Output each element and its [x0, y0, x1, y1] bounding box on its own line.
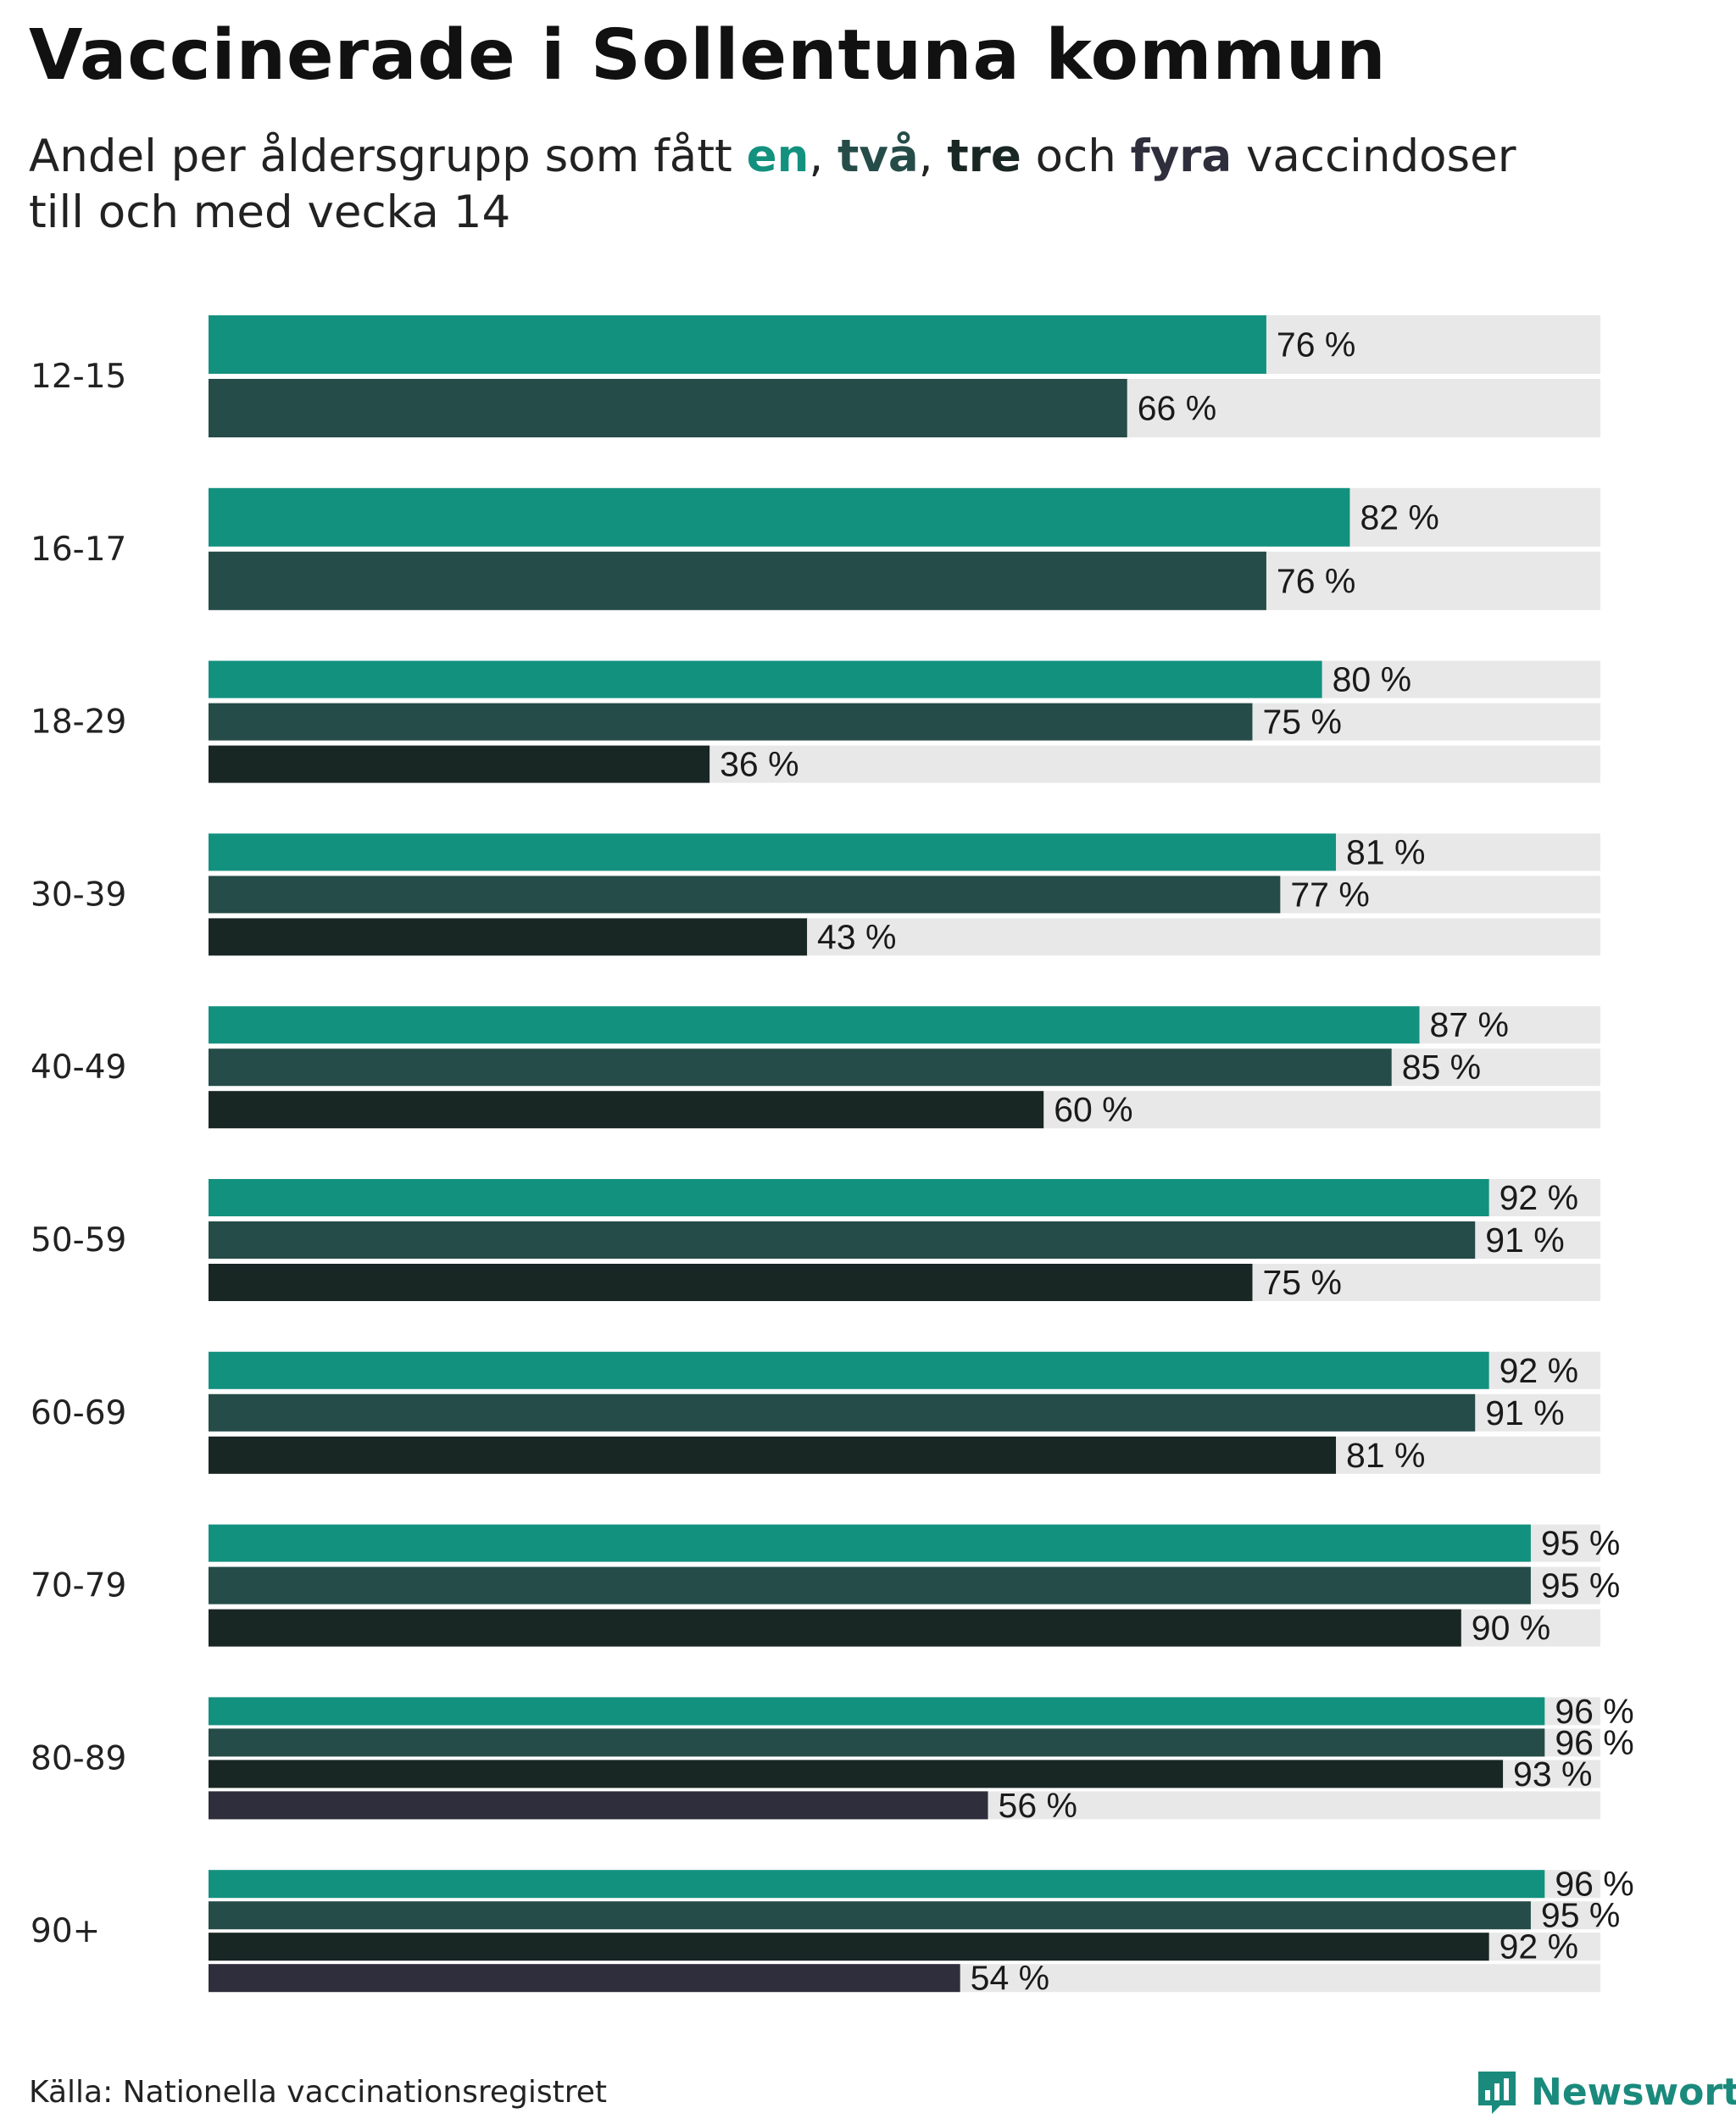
- value-label: 75 %: [1263, 703, 1342, 742]
- value-label: 56 %: [999, 1786, 1077, 1825]
- bar-dose-1: [209, 660, 1322, 698]
- bar-dose-3: [209, 1091, 1044, 1129]
- bar-dose-2: [209, 379, 1127, 437]
- subtitle-text: och: [1021, 131, 1131, 182]
- value-label: 96 %: [1555, 1865, 1633, 1904]
- bar-dose-1: [209, 1524, 1531, 1562]
- bar-dose-2: [209, 551, 1266, 610]
- value-label: 92 %: [1500, 1927, 1578, 1966]
- bar-dose-3: [209, 745, 710, 783]
- bar-dose-3: [209, 918, 808, 956]
- keyword-two-doses: två: [837, 131, 919, 182]
- bar-dose-1: [209, 1697, 1545, 1726]
- bar-dose-3: [209, 1264, 1253, 1301]
- value-label: 87 %: [1430, 1005, 1509, 1044]
- bar-dose-3: [209, 1436, 1337, 1474]
- value-label: 81 %: [1346, 832, 1425, 871]
- age-group-label: 40-49: [31, 1048, 126, 1087]
- age-group-label: 50-59: [31, 1221, 126, 1260]
- value-label: 80 %: [1333, 660, 1411, 699]
- keyword-three-doses: tre: [947, 131, 1021, 182]
- bar-dose-1: [209, 315, 1266, 374]
- subtitle-text: vaccindoser: [1232, 131, 1516, 182]
- subtitle-line-2: till och med vecka 14: [29, 186, 511, 238]
- value-label: 76 %: [1277, 561, 1355, 600]
- bar-dose-1: [209, 833, 1337, 871]
- value-label: 85 %: [1402, 1048, 1481, 1087]
- value-label: 91 %: [1485, 1221, 1564, 1260]
- value-label: 60 %: [1054, 1090, 1132, 1129]
- source-note: Källa: Nationella vaccinationsregistret: [29, 2075, 607, 2110]
- value-label: 76 %: [1277, 325, 1355, 364]
- keyword-four-doses: fyra: [1130, 131, 1232, 182]
- value-label: 75 %: [1263, 1263, 1342, 1302]
- bar-dose-1: [209, 487, 1350, 547]
- value-label: 82 %: [1360, 498, 1438, 537]
- value-label: 96 %: [1555, 1692, 1633, 1731]
- age-group-label: 18-29: [31, 704, 126, 742]
- value-label: 81 %: [1346, 1436, 1425, 1475]
- bar-chart-bubble-icon: [1478, 2072, 1516, 2114]
- bar-dose-2: [209, 1048, 1392, 1087]
- value-label: 96 %: [1555, 1723, 1633, 1762]
- bar-dose-2: [209, 1393, 1476, 1432]
- value-label: 95 %: [1541, 1524, 1620, 1563]
- value-label: 66 %: [1138, 389, 1216, 428]
- keyword-one-dose: en: [746, 131, 810, 182]
- bar-dose-2: [209, 1901, 1531, 1930]
- age-group-label: 16-17: [31, 531, 126, 569]
- brand-logo: Newsworthy: [1475, 2068, 1736, 2116]
- bar-dose-2: [209, 1728, 1545, 1757]
- value-label: 91 %: [1485, 1393, 1564, 1432]
- bar-dose-2: [209, 1221, 1476, 1259]
- brand-name: Newsworthy: [1531, 2070, 1736, 2114]
- age-group-label: 70-79: [31, 1567, 126, 1605]
- chart-subtitle: Andel per åldersgrupp som fått en, två, …: [29, 129, 1639, 241]
- age-group-label: 90+: [31, 1912, 100, 1950]
- subtitle-separator: ,: [809, 131, 838, 182]
- age-group-label: 12-15: [31, 358, 126, 396]
- age-group-label: 30-39: [31, 876, 126, 914]
- age-group-label: 80-89: [31, 1739, 126, 1777]
- value-label: 92 %: [1500, 1178, 1578, 1217]
- bar-dose-1: [209, 1006, 1420, 1044]
- value-label: 43 %: [817, 917, 896, 956]
- value-label: 54 %: [971, 1959, 1049, 1998]
- subtitle-text: Andel per åldersgrupp som fått: [29, 131, 747, 182]
- bar-dose-2: [209, 703, 1253, 741]
- age-group-label: 60-69: [31, 1394, 126, 1432]
- bar-dose-4: [209, 1791, 988, 1820]
- chart-title: Vaccinerade i Sollentuna kommun: [29, 15, 1387, 96]
- bar-dose-3: [209, 1760, 1504, 1788]
- value-label: 77 %: [1290, 875, 1369, 914]
- bar-dose-4: [209, 1964, 960, 1993]
- bar-dose-1: [209, 1870, 1545, 1899]
- bar-dose-2: [209, 1566, 1531, 1605]
- value-label: 90 %: [1472, 1609, 1550, 1648]
- value-label: 95 %: [1541, 1896, 1620, 1935]
- bar-dose-3: [209, 1933, 1489, 1961]
- value-label: 93 %: [1513, 1755, 1592, 1794]
- bar-dose-2: [209, 876, 1281, 914]
- value-label: 36 %: [720, 745, 798, 784]
- bar-dose-3: [209, 1609, 1461, 1647]
- bar-dose-1: [209, 1179, 1489, 1216]
- bar-dose-1: [209, 1351, 1489, 1389]
- subtitle-separator: ,: [918, 131, 948, 182]
- value-label: 95 %: [1541, 1566, 1620, 1605]
- value-label: 92 %: [1500, 1351, 1578, 1390]
